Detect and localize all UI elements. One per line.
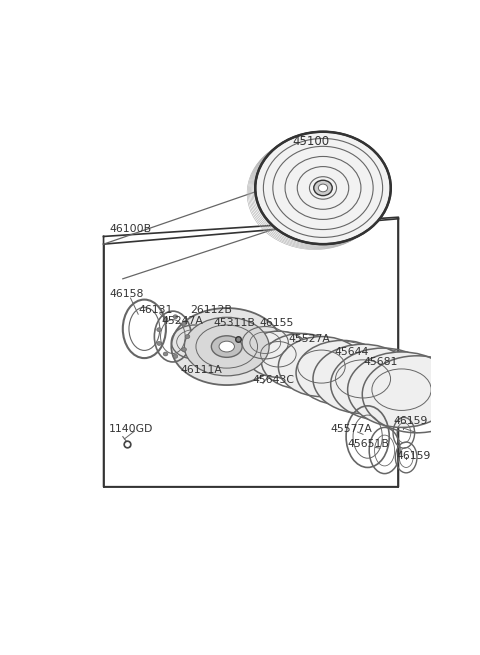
Text: 46111A: 46111A <box>180 365 222 375</box>
Text: 45311B: 45311B <box>214 318 255 328</box>
Text: 46131: 46131 <box>138 305 173 314</box>
Ellipse shape <box>318 184 328 192</box>
Ellipse shape <box>184 317 269 376</box>
Ellipse shape <box>173 315 178 319</box>
Text: 26112B: 26112B <box>191 305 232 314</box>
Text: 45100: 45100 <box>292 135 329 148</box>
Ellipse shape <box>182 348 186 351</box>
Text: 46100B: 46100B <box>109 224 151 234</box>
Ellipse shape <box>255 132 391 244</box>
Ellipse shape <box>157 328 161 331</box>
Text: 45527A: 45527A <box>288 334 330 344</box>
Ellipse shape <box>211 336 242 358</box>
Text: 45644: 45644 <box>335 347 369 357</box>
Ellipse shape <box>246 331 311 377</box>
Ellipse shape <box>313 345 413 413</box>
Text: 46155: 46155 <box>260 318 294 328</box>
Text: 45643C: 45643C <box>252 375 294 385</box>
Text: 46159: 46159 <box>394 416 428 426</box>
Ellipse shape <box>171 308 282 385</box>
Ellipse shape <box>182 322 186 326</box>
Ellipse shape <box>163 352 168 356</box>
Ellipse shape <box>219 341 234 352</box>
Ellipse shape <box>163 317 168 321</box>
Text: 45577A: 45577A <box>331 424 372 434</box>
Text: 1140GD: 1140GD <box>109 424 153 434</box>
Text: 45651B: 45651B <box>348 440 389 449</box>
Text: 45681: 45681 <box>363 357 397 367</box>
Ellipse shape <box>314 180 332 196</box>
Ellipse shape <box>278 337 365 397</box>
Text: 46158: 46158 <box>109 290 144 299</box>
Ellipse shape <box>185 335 190 339</box>
Text: 46159: 46159 <box>396 451 431 461</box>
Ellipse shape <box>157 341 161 345</box>
Ellipse shape <box>173 354 178 358</box>
Ellipse shape <box>348 352 456 428</box>
Text: 45247A: 45247A <box>161 316 203 326</box>
